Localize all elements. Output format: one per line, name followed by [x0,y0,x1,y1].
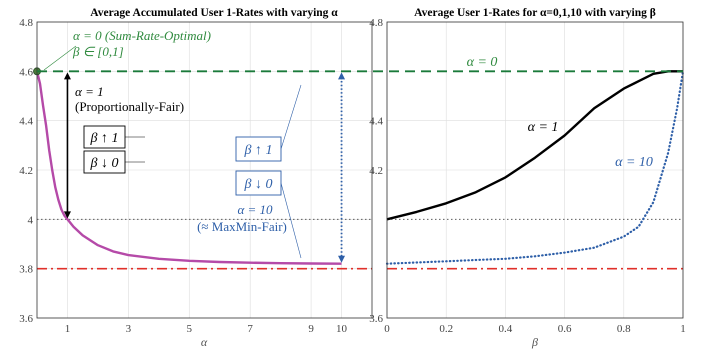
y-tick-label: 4.2 [19,165,33,177]
y-tick-label: 4.6 [19,66,33,78]
left-chart-title: Average Accumulated User 1-Rates with va… [90,7,338,19]
right-reference-lines [387,218,683,270]
right-annotation-alpha0: α = 0 [467,55,498,70]
annotation-proportionally-fair: (Proportionally-Fair) [75,99,184,114]
box-beta-down-blue [235,170,282,196]
right-plot-frame [386,21,684,319]
annotation-maxmin-fair: (≈ MaxMin-Fair) [197,219,287,234]
left-y-ticks: 3.6 3.8 4 4.2 4.4 4.6 4.8 [19,17,33,325]
right-x-axis-label: β [531,335,538,349]
arrow-head-down [63,211,71,219]
connector-beta-down-blue [280,182,302,259]
x-tick-label: 5 [187,323,193,335]
x-tick-label: 0.4 [499,323,513,335]
y-tick-label: 4.8 [369,17,383,29]
right-x-ticks: 0 0.2 0.4 0.6 0.8 1 [384,323,686,335]
label-beta-down-black: β ↓ 0 [90,156,119,171]
right-gridlines [386,21,684,319]
left-x-axis-label: α [201,335,208,349]
box-beta-up-blue [235,136,282,162]
y-tick-label: 3.6 [19,313,33,325]
y-tick-label: 4 [28,214,34,226]
right-series [385,70,685,265]
right-y-ticks: 3.6 4.2 4.4 4.8 [369,17,383,325]
right-chart-title: Average User 1-Rates for α=0,1,10 with v… [414,7,656,19]
left-plot-frame [36,21,373,319]
annotation-beta-range: β ∈ [0,1] [72,44,124,59]
y-tick-label: 4.8 [19,17,33,29]
y-tick-label: 4.2 [369,165,383,177]
x-tick-label: 3 [126,323,132,335]
annotation-alpha1: α = 1 [75,84,104,99]
label-beta-up-blue: β ↑ 1 [244,143,273,158]
x-tick-label: 0.6 [558,323,572,335]
right-annotation-alpha10: α = 10 [615,155,653,170]
x-tick-label: 0.2 [439,323,453,335]
arrow-head-up [338,72,346,80]
x-tick-label: 0.8 [617,323,631,335]
x-tick-label: 9 [308,323,314,335]
x-tick-label: 10 [336,323,348,335]
y-tick-label: 4.4 [369,116,383,128]
annotation-alpha0-text: α = 0 (Sum-Rate-Optimal) [73,28,211,43]
left-x-ticks: 1 3 5 7 9 10 [65,323,348,335]
label-beta-up-black: β ↑ 1 [90,131,119,146]
label-beta-down-blue: β ↓ 0 [244,177,273,192]
left-chart: Average Accumulated User 1-Rates with va… [19,7,373,349]
right-annotation-alpha1: α = 1 [528,120,559,135]
arrow-head-down [338,255,346,263]
annotation-alpha0-sum-rate: α = 0 (Sum-Rate-Optimal) [73,28,211,43]
left-reference-lines [37,218,372,270]
x-tick-label: 0 [384,323,390,335]
arrow-head-up [63,72,71,80]
y-tick-label: 3.6 [369,313,383,325]
series-line [35,71,342,265]
x-tick-label: 1 [65,323,71,335]
y-tick-label: 3.8 [19,264,33,276]
right-chart: Average User 1-Rates for α=0,1,10 with v… [369,7,686,349]
connector-beta-up-blue [280,84,302,150]
x-tick-label: 7 [247,323,253,335]
connector-alpha0 [43,45,77,71]
annotation-alpha10: α = 10 [237,202,273,217]
x-tick-label: 1 [680,323,686,335]
series-line [385,70,685,265]
series-line [386,70,683,221]
y-tick-label: 4.4 [19,116,33,128]
